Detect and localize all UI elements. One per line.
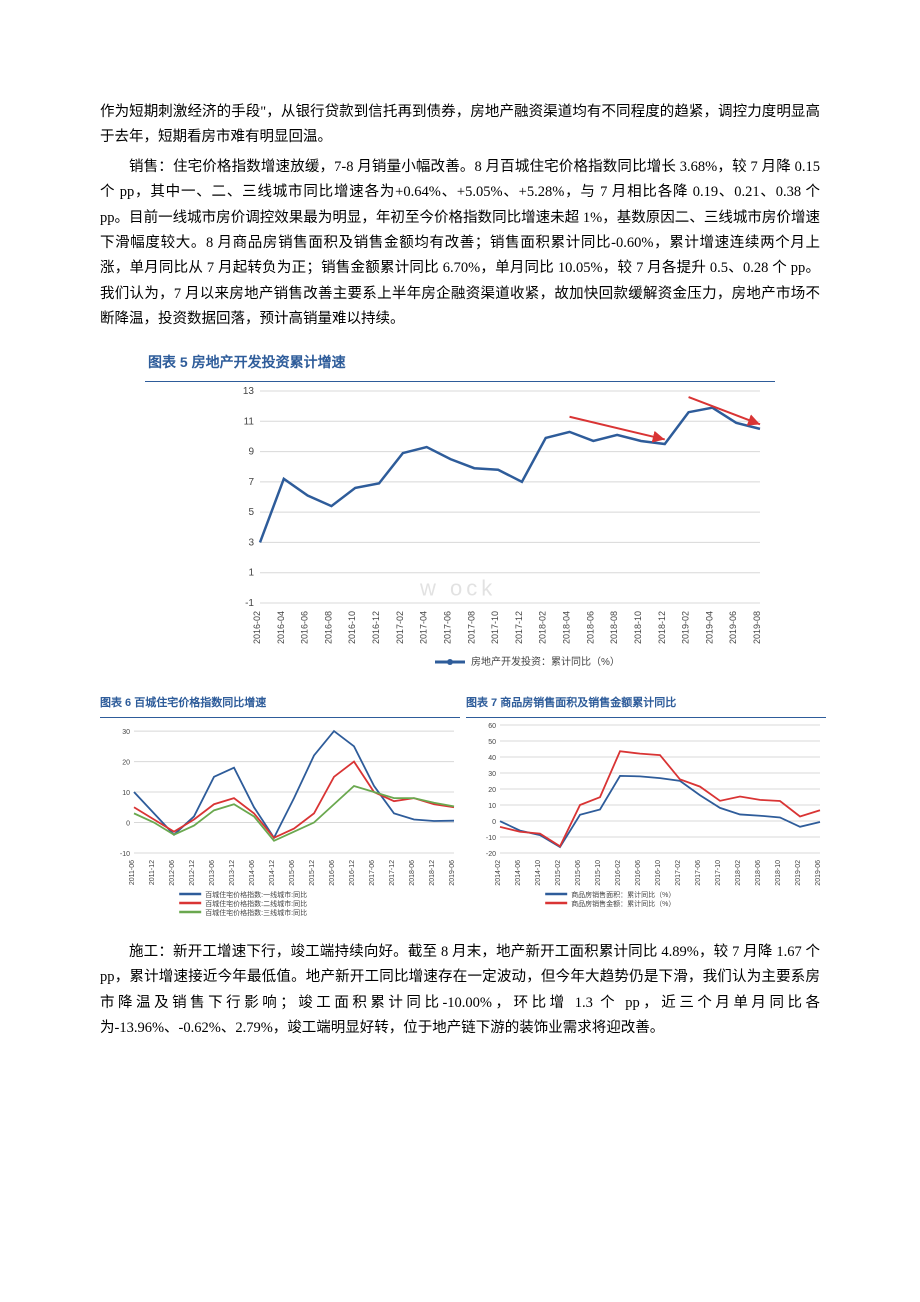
svg-text:2017-02: 2017-02: [395, 611, 405, 644]
svg-text:2017-10: 2017-10: [490, 611, 500, 644]
svg-text:10: 10: [488, 803, 496, 810]
svg-text:2018-02: 2018-02: [735, 859, 742, 885]
svg-text:2018-12: 2018-12: [429, 859, 436, 885]
svg-text:5: 5: [248, 507, 254, 518]
svg-text:2014-06: 2014-06: [249, 859, 256, 885]
chart-7-svg: -20 -10 0 10 20 30 40 50 60 2014-02 2014-06 2014-10…: [466, 717, 826, 917]
svg-text:9: 9: [248, 446, 254, 457]
svg-text:2018-04: 2018-04: [562, 611, 572, 644]
svg-text:2019-06: 2019-06: [449, 859, 456, 885]
svg-text:2016-12: 2016-12: [371, 611, 381, 644]
chart-row-6-7: 图表 6 百城住宅价格指数同比增速 -10 0 10 20 30 2011-06 2011-…: [100, 694, 820, 926]
svg-text:-20: -20: [486, 851, 496, 858]
svg-text:2018-10: 2018-10: [633, 611, 643, 644]
svg-text:2013-12: 2013-12: [229, 859, 236, 885]
svg-text:40: 40: [488, 755, 496, 762]
svg-text:10: 10: [122, 790, 130, 797]
svg-text:2015-02: 2015-02: [555, 859, 562, 885]
svg-text:2019-06: 2019-06: [815, 859, 822, 885]
svg-text:2014-06: 2014-06: [515, 859, 522, 885]
svg-text:2017-04: 2017-04: [419, 611, 429, 644]
svg-text:2012-06: 2012-06: [169, 859, 176, 885]
svg-text:2018-06: 2018-06: [409, 859, 416, 885]
chart-5-svg: -11357911132016-022016-042016-062016-082…: [145, 381, 775, 671]
svg-text:2019-06: 2019-06: [728, 611, 738, 644]
svg-text:2017-08: 2017-08: [466, 611, 476, 644]
svg-text:60: 60: [488, 723, 496, 730]
svg-text:30: 30: [488, 771, 496, 778]
svg-text:2016-02: 2016-02: [252, 611, 262, 644]
paragraph-1: 作为短期刺激经济的手段"，从银行贷款到信托再到债券，房地产融资渠道均有不同程度的…: [100, 100, 820, 151]
svg-text:2016-02: 2016-02: [615, 859, 622, 885]
svg-text:2016-06: 2016-06: [635, 859, 642, 885]
svg-text:百城住宅价格指数:三线城市:同比: 百城住宅价格指数:三线城市:同比: [205, 908, 307, 917]
svg-text:2011-12: 2011-12: [149, 859, 156, 884]
svg-text:2018-06: 2018-06: [585, 611, 595, 644]
svg-text:0: 0: [126, 820, 130, 827]
svg-text:2017-06: 2017-06: [369, 859, 376, 885]
svg-text:-10: -10: [486, 835, 496, 842]
svg-text:20: 20: [122, 759, 130, 766]
svg-text:2016-10: 2016-10: [347, 611, 357, 644]
paragraph-2: 销售：住宅价格指数增速放缓，7-8 月销量小幅改善。8 月百城住宅价格指数同比增…: [100, 155, 820, 333]
svg-text:商品房销售面积：累计同比（%）: 商品房销售面积：累计同比（%）: [571, 890, 675, 899]
svg-text:房地产开发投资：累计同比（%）: 房地产开发投资：累计同比（%）: [471, 655, 620, 668]
svg-text:2017-12: 2017-12: [514, 611, 524, 644]
chart-6-title: 图表 6 百城住宅价格指数同比增速: [100, 694, 460, 713]
svg-text:2015-06: 2015-06: [289, 859, 296, 885]
svg-text:2014-02: 2014-02: [495, 859, 502, 885]
svg-text:2012-12: 2012-12: [189, 859, 196, 885]
svg-text:1: 1: [248, 568, 254, 579]
svg-text:商品房销售金额：累计同比（%）: 商品房销售金额：累计同比（%）: [571, 899, 675, 908]
svg-text:百城住宅价格指数:二线城市:同比: 百城住宅价格指数:二线城市:同比: [205, 899, 307, 908]
svg-text:11: 11: [244, 416, 255, 427]
paragraph-3: 施工：新开工增速下行，竣工端持续向好。截至 8 月末，地产新开工面积累计同比 4…: [100, 940, 820, 1042]
svg-text:7: 7: [248, 477, 254, 488]
chart-5-title: 图表 5 房地产开发投资累计增速: [148, 350, 820, 375]
svg-text:2017-06: 2017-06: [695, 859, 702, 885]
svg-text:-10: -10: [120, 851, 130, 858]
svg-text:2018-10: 2018-10: [775, 859, 782, 885]
svg-text:50: 50: [488, 739, 496, 746]
chart-7-wrapper: 图表 7 商品房销售面积及销售金额累计同比 -20 -10 0 10 20 30 40 50 6…: [466, 694, 826, 926]
svg-text:2019-02: 2019-02: [681, 611, 691, 644]
svg-text:2016-10: 2016-10: [655, 859, 662, 885]
svg-text:2019-02: 2019-02: [795, 859, 802, 885]
svg-text:2018-08: 2018-08: [609, 611, 619, 644]
chart-6-wrapper: 图表 6 百城住宅价格指数同比增速 -10 0 10 20 30 2011-06 2011-…: [100, 694, 460, 926]
svg-text:2019-04: 2019-04: [704, 611, 714, 644]
svg-text:2016-12: 2016-12: [349, 859, 356, 885]
svg-text:2011-06: 2011-06: [129, 859, 136, 884]
svg-text:w ock: w ock: [419, 575, 496, 600]
chart-7-title: 图表 7 商品房销售面积及销售金额累计同比: [466, 694, 826, 713]
svg-text:2017-12: 2017-12: [389, 859, 396, 885]
svg-text:2018-02: 2018-02: [538, 611, 548, 644]
svg-text:2014-10: 2014-10: [535, 859, 542, 885]
svg-text:2016-06: 2016-06: [300, 611, 310, 644]
svg-text:2019-08: 2019-08: [752, 611, 762, 644]
svg-text:0: 0: [492, 819, 496, 826]
svg-text:百城住宅价格指数:一线城市:同比: 百城住宅价格指数:一线城市:同比: [205, 890, 307, 899]
svg-text:2016-06: 2016-06: [329, 859, 336, 885]
svg-text:2017-02: 2017-02: [675, 859, 682, 885]
svg-text:30: 30: [122, 729, 130, 736]
svg-text:2014-12: 2014-12: [269, 859, 276, 885]
chart-6-svg: -10 0 10 20 30 2011-06 2011-12 2012-06 2012-12 20…: [100, 717, 460, 917]
svg-text:3: 3: [248, 537, 254, 548]
svg-text:20: 20: [488, 787, 496, 794]
svg-text:2018-12: 2018-12: [657, 611, 667, 644]
svg-text:2017-06: 2017-06: [442, 611, 452, 644]
svg-text:2013-06: 2013-06: [209, 859, 216, 885]
svg-text:13: 13: [243, 386, 255, 397]
svg-text:2018-06: 2018-06: [755, 859, 762, 885]
chart-5-wrapper: 图表 5 房地产开发投资累计增速 -11357911132016-022016-…: [100, 350, 820, 680]
svg-text:2017-10: 2017-10: [715, 859, 722, 885]
svg-text:2015-10: 2015-10: [595, 859, 602, 885]
svg-text:2016-08: 2016-08: [323, 611, 333, 644]
svg-text:-1: -1: [245, 598, 254, 609]
svg-text:2016-04: 2016-04: [276, 611, 286, 644]
svg-text:2015-12: 2015-12: [309, 859, 316, 885]
svg-text:2015-06: 2015-06: [575, 859, 582, 885]
